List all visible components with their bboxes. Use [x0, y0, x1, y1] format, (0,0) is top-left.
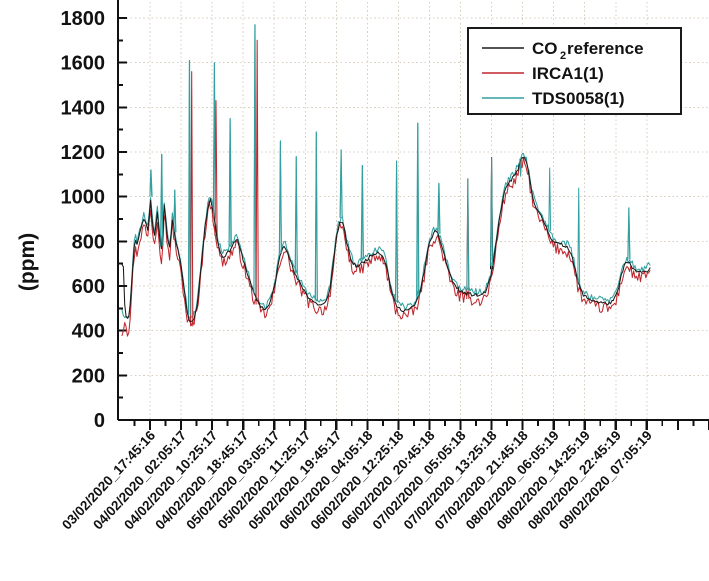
plot-axes [116, 0, 709, 430]
y-tick-label: 1000 [61, 187, 106, 209]
y-tick-label: 200 [72, 365, 105, 387]
data-series-layer [121, 24, 651, 337]
y-tick-label: 400 [72, 321, 105, 343]
y-tick-label: 0 [94, 410, 105, 432]
y-axis-title-text: (ppm) [16, 233, 39, 291]
y-tick-label: 1400 [61, 97, 106, 119]
chart-legend: CO 2 reference IRCA1(1) TDS0058(1) [467, 27, 682, 115]
x-axis-tick-labels: 03/02/2020_17:45:1604/02/2020_02:05:1704… [59, 427, 655, 532]
y-tick-label: 1800 [61, 8, 106, 30]
series-transient-spikes [149, 24, 631, 316]
y-axis-tick-labels: 0 200 400 600 800 1000 1200 1400 1600 1800 [61, 8, 106, 432]
legend-label-co2-subscript: 2 [560, 50, 566, 62]
y-tick-label: 1200 [61, 142, 106, 164]
y-axis-title: (ppm) [16, 233, 39, 291]
y-tick-label: 1600 [61, 53, 106, 75]
y-tick-label: 600 [72, 276, 105, 298]
legend-label-irca1-1: IRCA1(1) [532, 64, 604, 83]
y-tick-label: 800 [72, 231, 105, 253]
legend-label-co2-reference: CO [532, 39, 558, 58]
legend-label-co2-tail: reference [567, 39, 644, 58]
legend-label-tds0058-1: TDS0058(1) [532, 89, 625, 108]
